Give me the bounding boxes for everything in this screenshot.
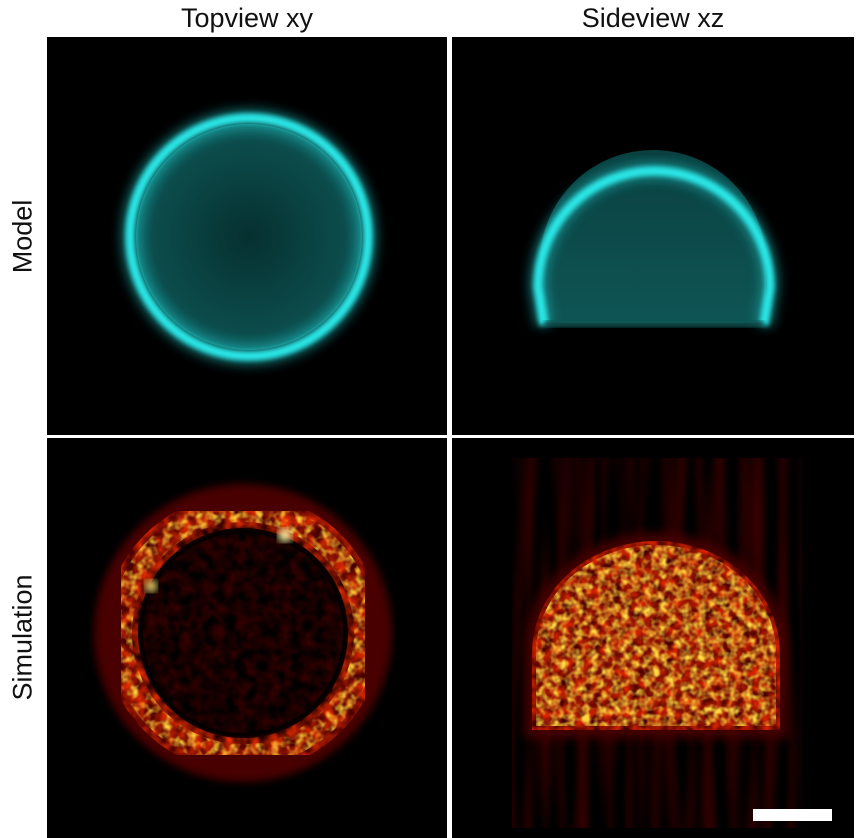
row-label-simulation: Simulation xyxy=(7,574,38,701)
panel-simulation-sideview xyxy=(452,438,854,838)
model-topview-fill xyxy=(136,124,362,350)
simulation-topview-hotspots xyxy=(110,500,376,766)
simulation-topview-hotspot xyxy=(145,580,157,592)
scale-bar xyxy=(753,809,832,821)
model-topview-ring xyxy=(125,113,373,361)
model-topview-image xyxy=(122,110,376,364)
simulation-topview-hotspot xyxy=(278,528,292,542)
simulation-topview-inner xyxy=(143,533,343,733)
model-sideview-image xyxy=(529,150,779,327)
simulation-sideview-image xyxy=(512,458,802,828)
panel-model-topview xyxy=(47,37,447,435)
simulation-sideview-hotspots xyxy=(536,545,776,726)
model-sideview-base-edge xyxy=(544,321,764,327)
panel-simulation-topview xyxy=(47,438,447,838)
model-sideview-ring xyxy=(533,166,775,326)
column-title-sideview: Sideview xz xyxy=(581,3,725,33)
row-label-model: Model xyxy=(7,199,38,274)
panel-model-sideview xyxy=(452,37,854,435)
column-title-topview: Topview xy xyxy=(180,3,314,33)
simulation-topview-image xyxy=(94,484,392,782)
